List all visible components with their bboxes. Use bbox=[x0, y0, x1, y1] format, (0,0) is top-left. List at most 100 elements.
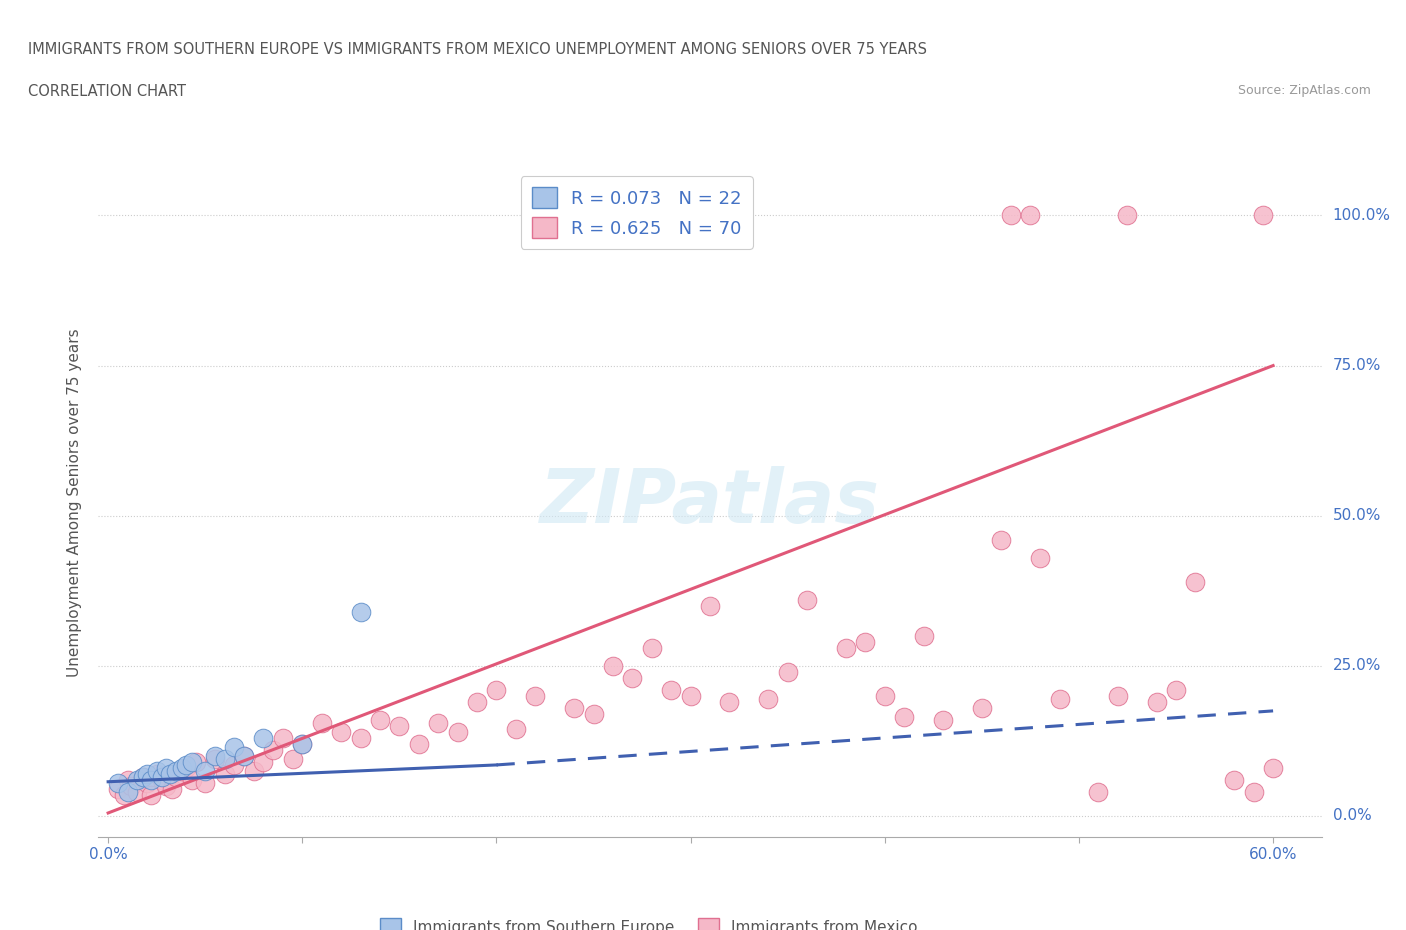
Point bbox=[165, 764, 187, 778]
Point bbox=[132, 769, 155, 784]
Point bbox=[204, 751, 226, 766]
Point bbox=[180, 754, 202, 769]
Point bbox=[718, 695, 741, 710]
Text: CORRELATION CHART: CORRELATION CHART bbox=[28, 84, 186, 99]
Point bbox=[184, 754, 207, 769]
Point bbox=[912, 629, 935, 644]
Point bbox=[853, 634, 876, 649]
Point bbox=[388, 719, 411, 734]
Point bbox=[224, 758, 246, 773]
Point bbox=[291, 737, 314, 751]
Point bbox=[214, 766, 236, 781]
Point bbox=[155, 778, 177, 793]
Point bbox=[679, 688, 702, 703]
Point bbox=[1261, 761, 1284, 776]
Point bbox=[233, 749, 256, 764]
Point bbox=[170, 764, 193, 778]
Point bbox=[524, 688, 547, 703]
Point bbox=[368, 712, 391, 727]
Text: Source: ZipAtlas.com: Source: ZipAtlas.com bbox=[1237, 84, 1371, 97]
Point bbox=[408, 737, 430, 751]
Point bbox=[932, 712, 955, 727]
Point bbox=[349, 730, 371, 745]
Point bbox=[1107, 688, 1129, 703]
Point bbox=[252, 730, 274, 745]
Point bbox=[145, 766, 167, 781]
Point bbox=[107, 776, 129, 790]
Point bbox=[170, 761, 193, 776]
Text: 0.0%: 0.0% bbox=[1333, 808, 1371, 823]
Point bbox=[136, 766, 159, 781]
Point bbox=[112, 788, 135, 803]
Point bbox=[139, 788, 162, 803]
Point bbox=[485, 683, 508, 698]
Point bbox=[1000, 208, 1022, 223]
Point bbox=[1029, 551, 1052, 565]
Point bbox=[1164, 683, 1187, 698]
Point bbox=[252, 754, 274, 769]
Point bbox=[136, 776, 159, 790]
Point bbox=[159, 766, 181, 781]
Point bbox=[465, 695, 488, 710]
Point bbox=[699, 598, 721, 613]
Point bbox=[776, 664, 799, 679]
Point bbox=[1087, 785, 1109, 800]
Point bbox=[214, 751, 236, 766]
Point bbox=[1243, 785, 1265, 800]
Point bbox=[174, 758, 197, 773]
Point bbox=[893, 710, 915, 724]
Point bbox=[1116, 208, 1139, 223]
Point bbox=[180, 773, 202, 788]
Point bbox=[970, 700, 993, 715]
Point bbox=[1019, 208, 1042, 223]
Point bbox=[139, 773, 162, 788]
Point bbox=[1253, 208, 1275, 223]
Point bbox=[349, 604, 371, 619]
Point bbox=[224, 739, 246, 754]
Point bbox=[155, 761, 177, 776]
Legend: Immigrants from Southern Europe, Immigrants from Mexico: Immigrants from Southern Europe, Immigra… bbox=[374, 911, 924, 930]
Text: 25.0%: 25.0% bbox=[1333, 658, 1381, 673]
Point bbox=[659, 683, 682, 698]
Point bbox=[117, 773, 139, 788]
Point bbox=[311, 715, 333, 730]
Point bbox=[233, 749, 256, 764]
Point bbox=[756, 691, 779, 706]
Point bbox=[427, 715, 450, 730]
Point bbox=[281, 751, 304, 766]
Point bbox=[127, 785, 149, 800]
Point bbox=[194, 764, 217, 778]
Point bbox=[204, 749, 226, 764]
Point bbox=[160, 781, 183, 796]
Point bbox=[291, 737, 314, 751]
Point bbox=[641, 641, 664, 656]
Point bbox=[262, 742, 284, 757]
Point bbox=[145, 764, 167, 778]
Point bbox=[602, 658, 624, 673]
Point bbox=[174, 761, 197, 776]
Point bbox=[446, 724, 468, 739]
Point bbox=[1049, 691, 1071, 706]
Text: 50.0%: 50.0% bbox=[1333, 508, 1381, 524]
Y-axis label: Unemployment Among Seniors over 75 years: Unemployment Among Seniors over 75 years bbox=[67, 328, 83, 676]
Point bbox=[132, 769, 155, 784]
Point bbox=[1146, 695, 1168, 710]
Point bbox=[242, 764, 264, 778]
Point bbox=[796, 592, 818, 607]
Text: ZIPatlas: ZIPatlas bbox=[540, 466, 880, 538]
Point bbox=[271, 730, 294, 745]
Point bbox=[621, 671, 644, 685]
Point bbox=[152, 773, 174, 788]
Point bbox=[165, 769, 187, 784]
Text: IMMIGRANTS FROM SOUTHERN EUROPE VS IMMIGRANTS FROM MEXICO UNEMPLOYMENT AMONG SEN: IMMIGRANTS FROM SOUTHERN EUROPE VS IMMIG… bbox=[28, 42, 927, 57]
Point bbox=[330, 724, 353, 739]
Point bbox=[127, 773, 149, 788]
Point bbox=[873, 688, 896, 703]
Point bbox=[835, 641, 858, 656]
Point bbox=[194, 776, 217, 790]
Point bbox=[120, 778, 142, 793]
Point bbox=[1223, 773, 1246, 788]
Point bbox=[117, 785, 139, 800]
Text: 100.0%: 100.0% bbox=[1333, 208, 1391, 223]
Point bbox=[562, 700, 585, 715]
